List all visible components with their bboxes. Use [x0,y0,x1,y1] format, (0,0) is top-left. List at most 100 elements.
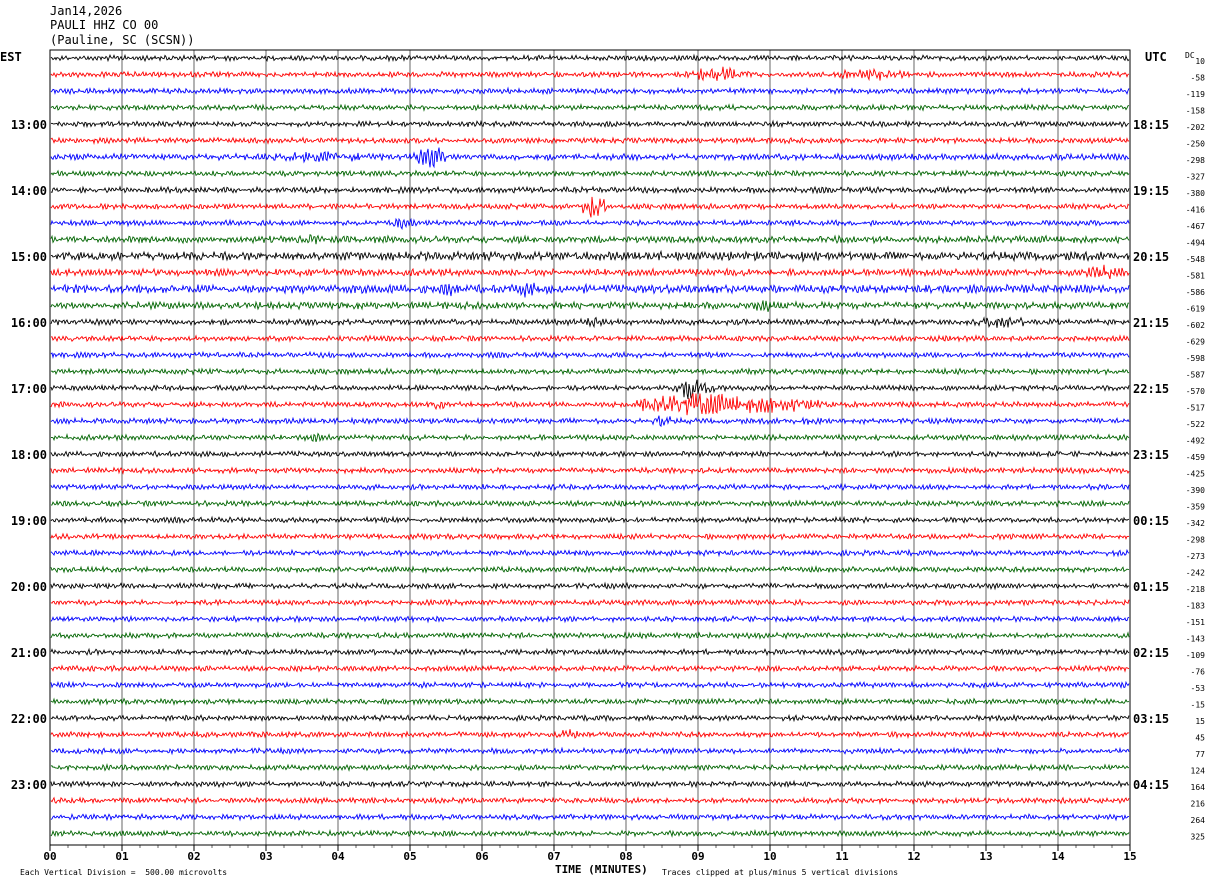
trace-line [50,300,1130,312]
dc-offset-label: 325 [1191,833,1206,842]
dc-offset-label: -109 [1186,651,1205,660]
utc-hour-label: 22:15 [1133,382,1169,396]
dc-offset-label: -242 [1186,569,1205,578]
x-tick-label: 14 [1051,850,1065,863]
trace-line [50,779,1130,789]
dc-offset-label: 216 [1191,800,1206,809]
utc-hour-label: 01:15 [1133,580,1169,594]
dc-offset-label: -492 [1186,437,1205,446]
utc-hour-label: 21:15 [1133,316,1169,330]
trace-line [50,169,1130,178]
dc-offset-label: 124 [1191,767,1206,776]
dc-offset-label: -298 [1186,536,1205,545]
dc-offset-label: -298 [1186,156,1205,165]
x-tick-label: 12 [907,850,920,863]
dc-offset-label: -425 [1186,470,1205,479]
x-tick-label: 15 [1123,850,1136,863]
trace-line [50,185,1130,195]
est-hour-label: 22:00 [11,712,47,726]
est-hour-label: 15:00 [11,250,47,264]
trace-line [50,379,1130,400]
trace-line [50,350,1130,360]
dc-offset-label: -359 [1186,503,1205,512]
x-tick-label: 01 [115,850,129,863]
utc-hour-label: 02:15 [1133,646,1169,660]
x-tick-label: 03 [259,850,272,863]
dc-offset-label: 264 [1191,816,1206,825]
trace-line [50,631,1130,640]
est-hour-label: 20:00 [11,580,47,594]
dc-offset-label: -548 [1186,255,1205,264]
x-tick-label: 04 [331,850,345,863]
trace-line [50,598,1130,607]
utc-hour-label: 04:15 [1133,778,1169,792]
est-hour-label: 23:00 [11,778,47,792]
dc-offset-label: -327 [1186,173,1205,182]
dc-offset-label: 10 [1195,57,1205,66]
trace-line [50,647,1130,657]
dc-offset-label: -119 [1186,90,1205,99]
trace-line [50,499,1130,508]
est-hour-label: 17:00 [11,382,47,396]
trace-line [50,316,1130,329]
trace-line [50,548,1130,558]
dc-offset-label: -522 [1186,420,1205,429]
dc-offset-label: -629 [1186,338,1205,347]
dc-offset-label: 15 [1195,717,1205,726]
dc-offset-label: -570 [1186,387,1205,396]
utc-axis-label: UTC [1145,50,1167,64]
x-tick-label: 05 [403,850,416,863]
trace-line [50,282,1130,298]
trace-line [50,664,1130,673]
est-hour-label: 18:00 [11,448,47,462]
utc-hour-label: 03:15 [1133,712,1169,726]
trace-line [50,392,1130,416]
dc-offset-label: -218 [1186,585,1205,594]
dc-offset-label: -581 [1186,272,1205,281]
trace-line [50,217,1130,230]
x-tick-label: 02 [187,850,200,863]
trace-line [50,135,1130,145]
est-hour-label: 16:00 [11,316,47,330]
x-tick-label: 11 [835,850,849,863]
dc-offset-label: -58 [1191,74,1206,83]
plot-date: Jan14,2026 [50,4,123,18]
trace-line [50,366,1130,376]
dc-offset-label: -517 [1186,404,1205,413]
dc-offset-label: -380 [1186,189,1205,198]
x-tick-label: 08 [619,850,632,863]
est-axis-label: EST [0,50,22,64]
utc-hour-label: 23:15 [1133,448,1169,462]
trace-line [50,614,1130,624]
x-tick-label: 10 [763,850,776,863]
dc-offset-label: -202 [1186,123,1205,132]
dc-offset-label: -143 [1186,635,1205,644]
trace-line [50,697,1130,706]
trace-line [50,812,1130,822]
trace-line [50,729,1130,739]
trace-line [50,334,1130,343]
trace-line [50,713,1130,723]
trace-line [50,119,1130,129]
trace-line [50,680,1130,690]
dc-offset-label: -250 [1186,140,1205,149]
trace-line [50,564,1130,574]
x-tick-label: 13 [979,850,992,863]
x-tick-label: 07 [547,850,560,863]
trace-line [50,249,1130,263]
trace-line [50,147,1130,169]
dc-offset-label: -273 [1186,552,1205,561]
dc-offset-label: 77 [1195,750,1205,759]
dc-offset-label: -602 [1186,321,1205,330]
clip-note: Traces clipped at plus/minus 5 vertical … [662,868,899,877]
est-hour-label: 14:00 [11,184,47,198]
plot-frame [49,49,1131,846]
trace-line [50,66,1130,82]
est-hour-label: 21:00 [11,646,47,660]
scale-note: Each Vertical Division = 500.00 microvol… [20,868,228,877]
dc-offset-label: -494 [1186,239,1205,248]
x-tick-label: 00 [43,850,56,863]
trace-line [50,432,1130,443]
trace-line [50,103,1130,112]
